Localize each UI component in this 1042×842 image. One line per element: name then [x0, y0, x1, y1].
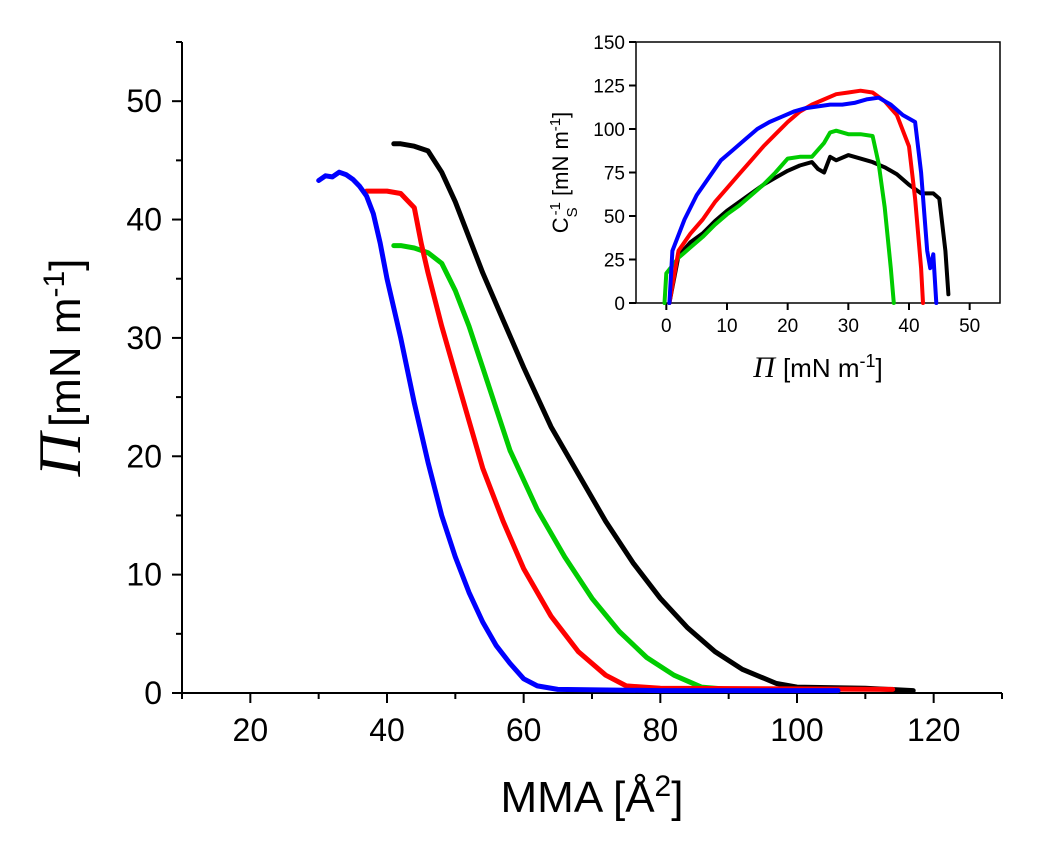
inset-x-tick-label: 50 — [959, 316, 980, 337]
inset-x-tick-label: 30 — [838, 316, 859, 337]
main-x-tick-label: 20 — [233, 712, 269, 748]
main-y-tick-label: 50 — [126, 83, 162, 119]
inset-series-blue — [667, 95, 939, 305]
inset-y-tick-label: 50 — [604, 207, 625, 228]
inset-x-tick-label: 20 — [777, 316, 798, 337]
inset-series — [662, 88, 951, 305]
main-y-tick-label: 0 — [144, 675, 162, 711]
inset-y-tick-label: 75 — [604, 164, 625, 185]
inset-y-tick-label: 0 — [614, 294, 625, 315]
main-series-green — [391, 243, 841, 694]
main-x-axis-label: MMA [Å2] — [501, 770, 684, 823]
main-x-tick-label: 120 — [907, 712, 960, 748]
main-series-red — [364, 188, 896, 692]
inset-y-tick-label: 125 — [593, 77, 625, 98]
inset-x-axis-label: Π [mN m-1] — [752, 351, 882, 384]
main-series-blue — [316, 169, 841, 694]
inset-ticks: 0 10 20 30 40 50 0 25 50 75 100 125 150 — [593, 33, 980, 337]
inset-x-tick-label: 0 — [661, 316, 672, 337]
inset-x-tick-label: 40 — [898, 316, 919, 337]
inset-y-tick-label: 100 — [593, 120, 625, 141]
main-y-tick-label: 40 — [126, 202, 162, 238]
inset-y-tick-label: 25 — [604, 251, 625, 272]
main-y-tick-label: 10 — [126, 557, 162, 593]
main-series-black — [391, 141, 916, 694]
main-x-tick-label: 80 — [643, 712, 679, 748]
main-y-axis-label: Π[mN m-1] — [27, 259, 93, 478]
main-y-tick-label: 20 — [126, 438, 162, 474]
main-x-tick-label: 40 — [369, 712, 405, 748]
inset-y-tick-label: 150 — [593, 33, 625, 54]
main-series — [316, 141, 916, 694]
main-x-tick-label: 60 — [506, 712, 542, 748]
inset-series-green — [662, 128, 896, 305]
inset-chart: 0 10 20 30 40 50 0 25 50 75 100 125 150 Π [mN m-1] CS… — [547, 33, 1001, 384]
inset-x-tick-label: 10 — [716, 316, 737, 337]
inset-y-axis-label: CS-1[mN m-1] — [547, 112, 581, 233]
main-y-tick-label: 30 — [126, 320, 162, 356]
main-x-tick-label: 100 — [770, 712, 823, 748]
